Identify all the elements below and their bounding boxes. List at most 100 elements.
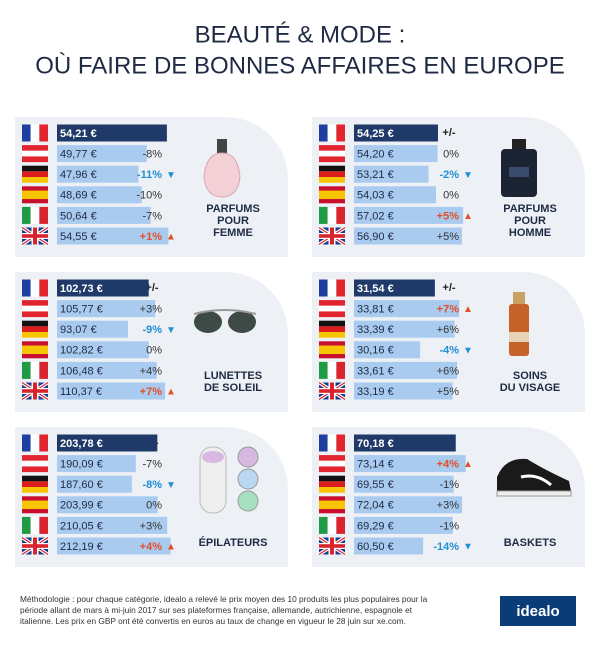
- product-title: DU VISAGE: [500, 382, 561, 394]
- product-title: SOINS: [513, 370, 547, 382]
- value-label: 48,69 €: [60, 190, 97, 202]
- bar: [354, 279, 435, 297]
- bar: [354, 145, 438, 163]
- flag-part: [319, 500, 345, 510]
- flag-part: [319, 190, 345, 200]
- bar: [354, 124, 438, 142]
- flag-part: [22, 361, 31, 379]
- flag-part: [327, 279, 337, 297]
- bar: [57, 124, 167, 142]
- bar: [354, 186, 436, 204]
- flag-part: [319, 165, 345, 172]
- value-label: 102,73 €: [60, 283, 103, 295]
- change-arrow: ▼: [166, 325, 176, 336]
- product-image: [217, 139, 227, 153]
- change-arrow: ▲: [166, 542, 176, 553]
- flag-part: [319, 124, 328, 142]
- value-label: 54,03 €: [357, 190, 394, 202]
- flag-part: [319, 177, 345, 183]
- value-label: 54,21 €: [60, 128, 97, 140]
- flag-part: [336, 206, 345, 224]
- flag-part: [22, 300, 48, 306]
- flag-part: [319, 345, 345, 355]
- value-label: 110,37 €: [60, 386, 102, 398]
- flag-part: [30, 279, 40, 297]
- flag-part: [22, 171, 48, 178]
- change-arrow: ▲: [166, 232, 176, 243]
- bar: [354, 516, 453, 534]
- flag-part: [327, 361, 337, 379]
- value-label: 72,04 €: [357, 500, 394, 512]
- flag: [21, 536, 49, 556]
- flag-part: [22, 234, 48, 238]
- flag-part: [319, 326, 345, 333]
- value-label: 203,78 €: [60, 438, 103, 450]
- change-label: +1%: [140, 231, 163, 243]
- flag-part: [39, 279, 48, 297]
- value-label: 210,05 €: [60, 520, 103, 532]
- bar: [57, 227, 169, 245]
- title-line: OÙ FAIRE DE BONNES AFFAIRES EN EUROPE: [35, 52, 564, 79]
- flag: [319, 279, 345, 297]
- flag-part: [327, 434, 337, 452]
- flag-part: [319, 487, 345, 493]
- bar: [354, 496, 463, 514]
- value-label: 106,48 €: [60, 365, 103, 377]
- flag-part: [39, 434, 48, 452]
- flag: [319, 434, 345, 452]
- change-label: -8%: [142, 149, 162, 161]
- flag-part: [22, 124, 31, 142]
- flag-part: [327, 124, 337, 142]
- bar: [57, 496, 158, 514]
- change-label: +3%: [437, 500, 460, 512]
- change-arrow: ▲: [463, 211, 473, 222]
- flag-part: [22, 190, 48, 200]
- bar: [57, 361, 157, 379]
- product-image: [512, 139, 526, 149]
- change-label: 0%: [443, 149, 459, 161]
- flag-part: [30, 516, 40, 534]
- flag-part: [22, 156, 48, 163]
- note-line: Méthodologie : pour chaque catégorie, id…: [20, 594, 428, 604]
- flag: [22, 186, 48, 204]
- value-label: 31,54 €: [357, 283, 394, 295]
- value-label: 190,09 €: [60, 459, 103, 471]
- product-image: [194, 311, 222, 333]
- flag-part: [319, 389, 345, 393]
- value-label: 54,20 €: [357, 149, 394, 161]
- change-label: +4%: [140, 365, 163, 377]
- flag: [22, 206, 48, 224]
- change-arrow: ▼: [463, 345, 473, 356]
- flag-part: [336, 279, 345, 297]
- product-image: [237, 468, 259, 490]
- value-label: 54,55 €: [60, 231, 97, 243]
- bar: [354, 382, 453, 400]
- change-label: -11%: [137, 169, 162, 181]
- value-label: 93,07 €: [60, 324, 97, 336]
- logo-box: [500, 596, 576, 626]
- flag-part: [30, 434, 40, 452]
- bar: [57, 382, 166, 400]
- value-label: 50,64 €: [60, 210, 97, 222]
- change-header: +/-: [145, 282, 158, 294]
- product-title: ÉPILATEURS: [199, 536, 268, 549]
- value-label: 57,02 €: [357, 210, 394, 222]
- bar: [57, 300, 156, 318]
- change-label: +5%: [437, 231, 460, 243]
- value-label: 47,96 €: [60, 169, 97, 181]
- product-image: [520, 474, 552, 487]
- note-line: italienne. Les prix en GBP ont été conve…: [20, 616, 406, 626]
- flag-part: [39, 361, 48, 379]
- flag: [22, 279, 48, 297]
- product-image: [202, 451, 224, 463]
- change-label: +4%: [140, 541, 163, 553]
- flag: [319, 320, 345, 338]
- flag: [319, 124, 345, 142]
- flag: [22, 516, 48, 534]
- flag: [22, 145, 48, 163]
- flag-part: [22, 466, 48, 473]
- bar: [57, 206, 151, 224]
- product-title: PARFUMS: [206, 203, 260, 215]
- flag-part: [30, 361, 40, 379]
- flag: [318, 226, 346, 246]
